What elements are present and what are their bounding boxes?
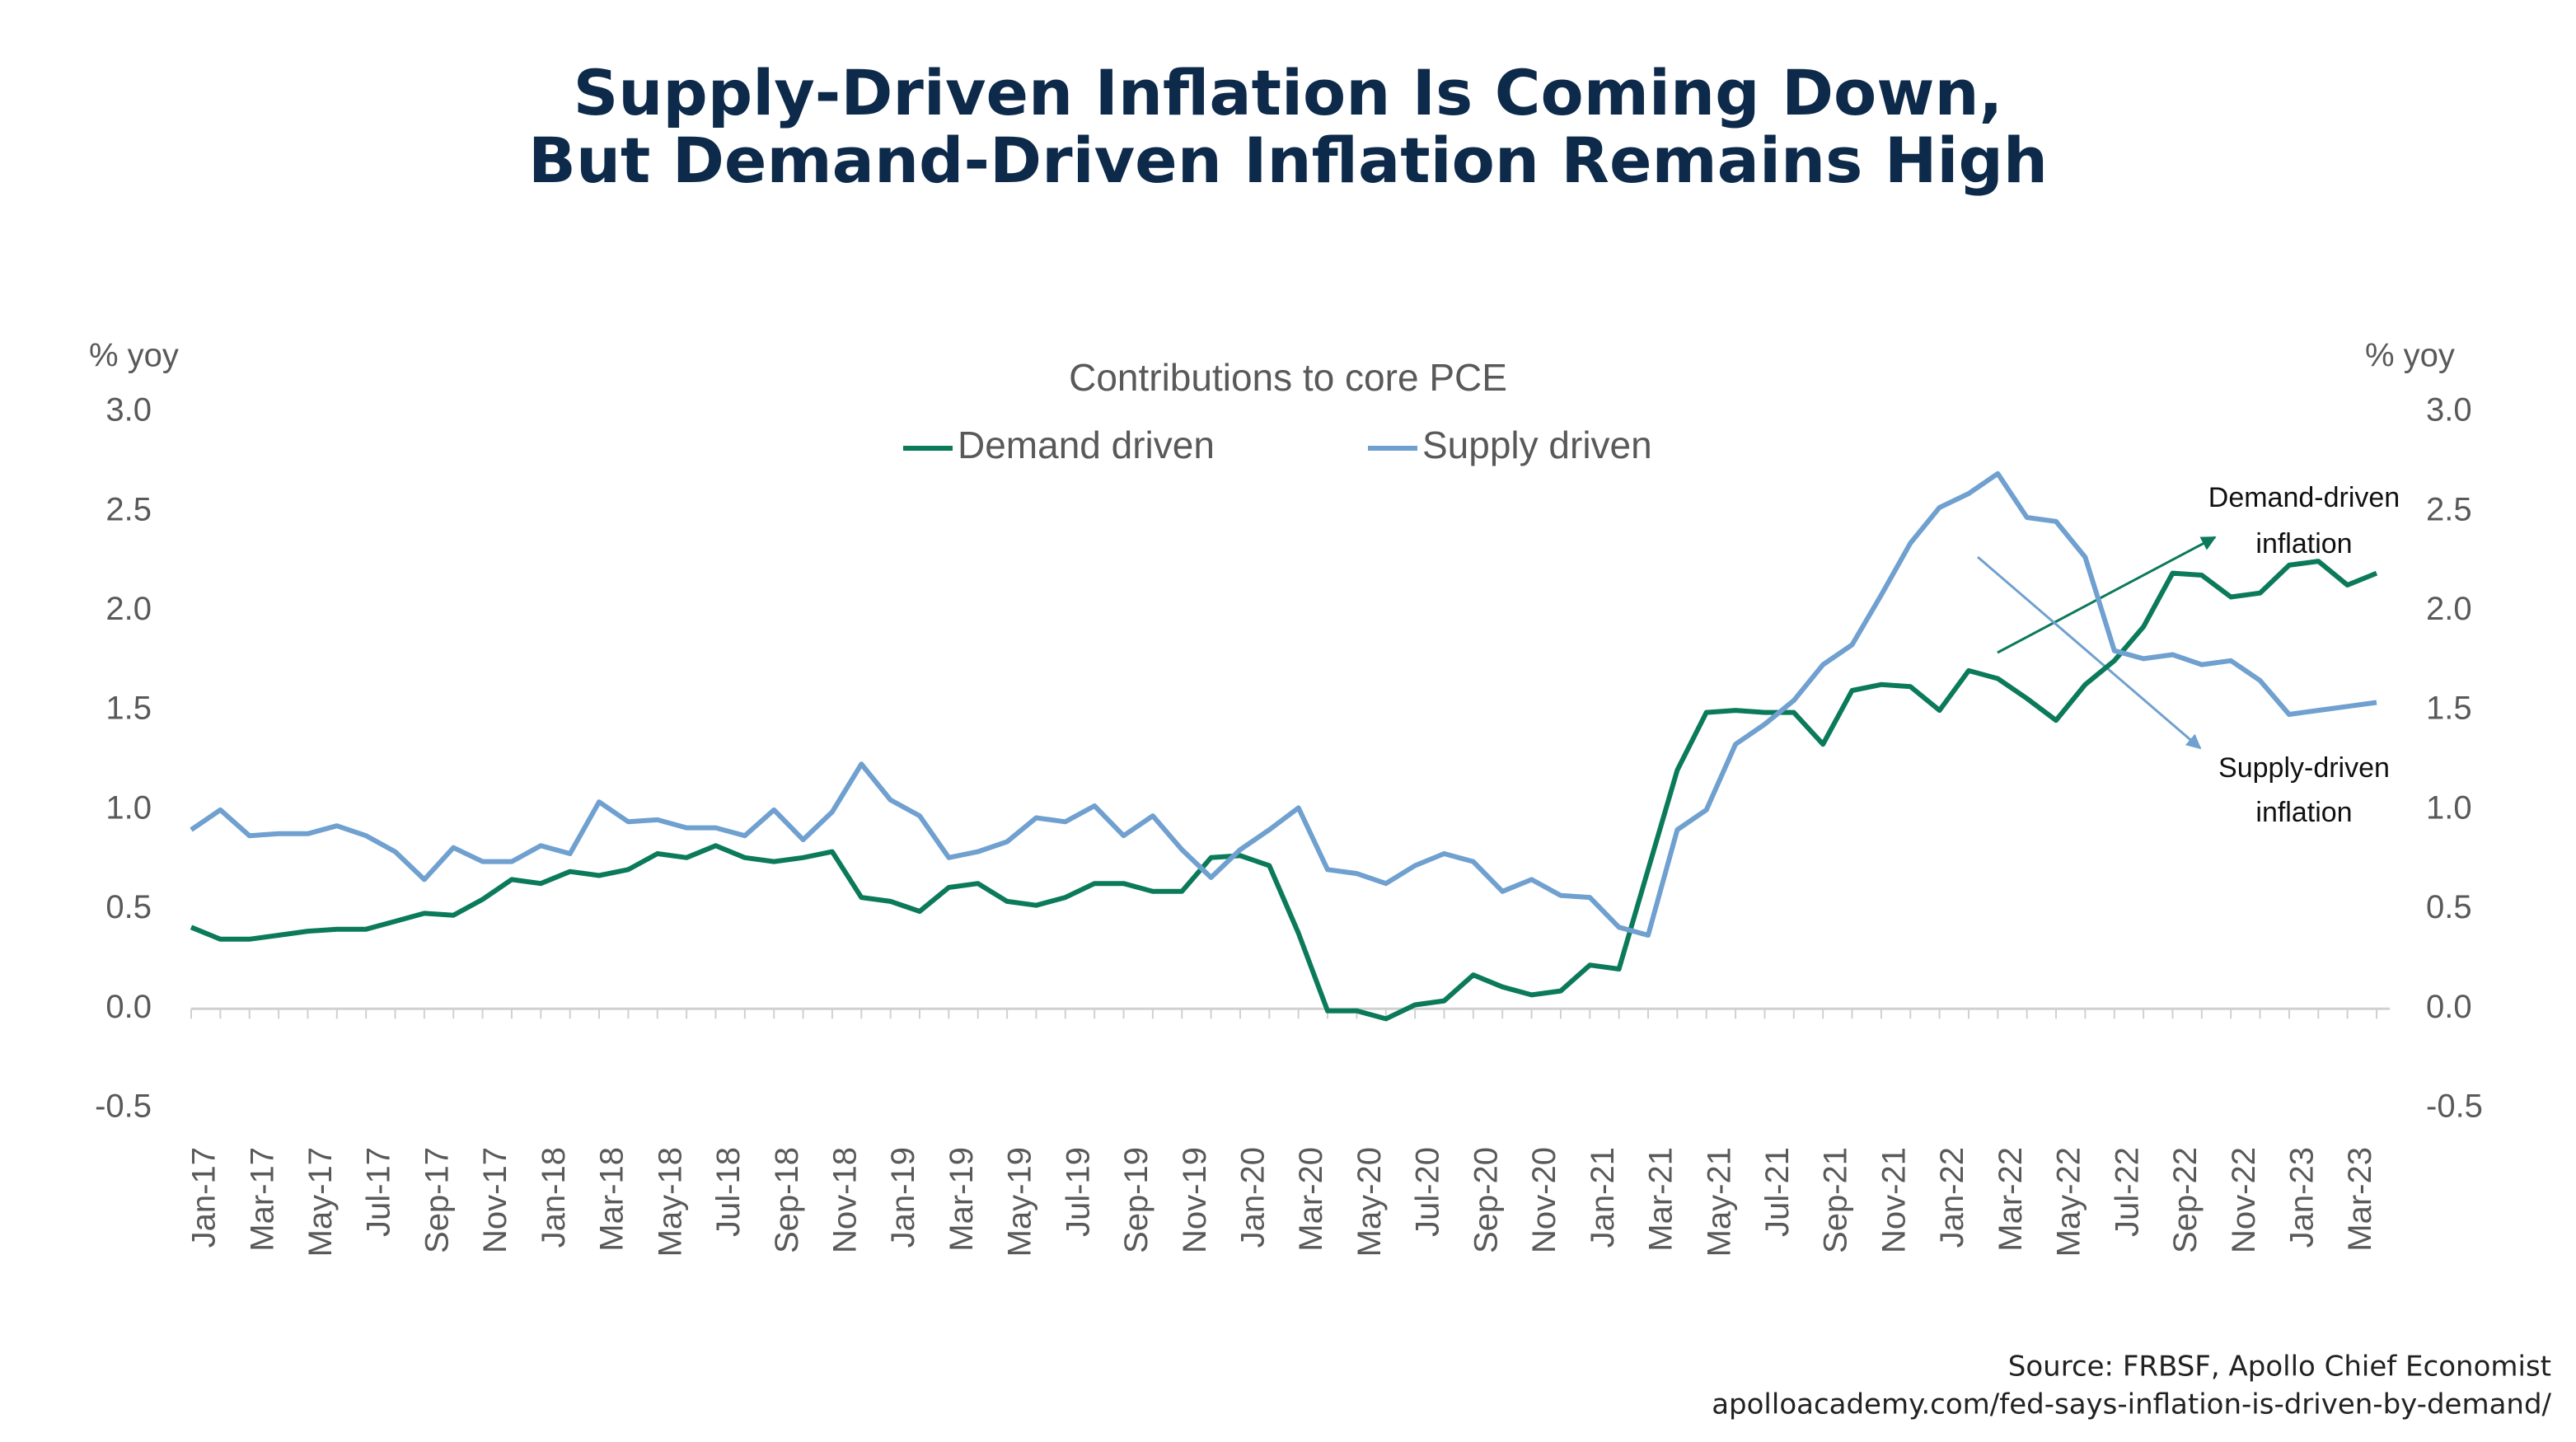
annotation: inflation [2255, 797, 2352, 828]
x-tick-label: Sep-22 [2167, 1147, 2204, 1253]
line-series [190, 559, 2378, 1022]
y-tick-label: 1.0 [105, 789, 152, 826]
x-tick-label: Jul-22 [2109, 1147, 2145, 1237]
chart-title: But Demand-Driven Inflation Remains High [528, 124, 2048, 197]
annotation-arrow [1997, 536, 2217, 654]
x-tick-label: Nov-18 [827, 1147, 863, 1253]
y-tick-label: 2.5 [105, 491, 152, 527]
chart-subtitle: Contributions to core PCE [1069, 356, 1507, 399]
x-tick-label: Sep-17 [419, 1147, 455, 1253]
y2-tick-label: 0.5 [2426, 889, 2472, 925]
y2-tick-label: 1.0 [2426, 789, 2472, 826]
y-tick-label: 0.0 [105, 989, 152, 1025]
y-axis-label: % yoy [89, 338, 179, 374]
x-tick-label: May-21 [1701, 1147, 1737, 1257]
y2-axis-label: % yoy [2365, 338, 2455, 374]
x-tick-label: Jul-18 [710, 1147, 747, 1237]
x-tick-label: Jan-19 [885, 1147, 921, 1248]
x-tick-label: Sep-21 [1818, 1147, 1854, 1253]
annotation: inflation [2255, 528, 2352, 559]
source: Source: FRBSF, Apollo Chief Economist [2008, 1351, 2551, 1383]
x-tick-label: Jan-20 [1235, 1147, 1272, 1248]
y2-tick-label: 1.5 [2426, 691, 2472, 727]
x-tick-label: Mar-21 [1643, 1147, 1679, 1252]
x-tick-label: Mar-22 [1993, 1147, 2029, 1252]
y2-tick-label: 2.0 [2426, 591, 2472, 627]
x-tick-label: Mar-20 [1293, 1147, 1329, 1252]
y2-tick-label: -0.5 [2426, 1089, 2483, 1125]
annotation: Demand-driven [2208, 482, 2400, 513]
x-tick-label: Jul-19 [1060, 1147, 1096, 1237]
x-tick-label: May-18 [652, 1147, 688, 1257]
y2-tick-label: 0.0 [2426, 989, 2472, 1025]
x-tick-label: Sep-18 [769, 1147, 805, 1253]
annotation: Supply-driven [2218, 752, 2390, 784]
annotation-arrow [1977, 555, 2202, 750]
y-tick-label: 3.0 [105, 392, 152, 428]
y-tick-label: -0.5 [95, 1089, 152, 1125]
x-tick-label: Jul-20 [1410, 1147, 1446, 1237]
y2-tick-label: 2.5 [2426, 491, 2472, 527]
x-tick-label: May-19 [1002, 1147, 1038, 1257]
legend-label: Supply driven [1422, 424, 1652, 466]
x-tick-label: Nov-17 [477, 1147, 513, 1253]
y-tick-label: 0.5 [105, 889, 152, 925]
line-series [190, 471, 2377, 938]
y2-tick-label: 3.0 [2426, 392, 2472, 428]
legend-label: Demand driven [958, 424, 1215, 466]
x-tick-label: Nov-20 [1526, 1147, 1562, 1253]
x-tick-label: Jan-17 [186, 1147, 222, 1248]
x-tick-label: Sep-20 [1468, 1147, 1504, 1253]
x-tick-label: Mar-17 [244, 1147, 280, 1252]
x-tick-label: Jan-21 [1585, 1147, 1621, 1248]
y-tick-label: 2.0 [105, 591, 152, 627]
x-tick-label: Jan-23 [2283, 1147, 2320, 1248]
x-tick-label: Jan-18 [536, 1147, 572, 1248]
x-tick-label: May-17 [302, 1147, 339, 1257]
x-tick-label: May-20 [1351, 1147, 1388, 1257]
x-tick-label: Jul-21 [1759, 1147, 1796, 1237]
x-tick-label: Mar-23 [2342, 1147, 2378, 1252]
x-tick-label: Nov-22 [2226, 1147, 2262, 1253]
x-tick-label: Mar-19 [944, 1147, 980, 1252]
chart-title: Supply-Driven Inflation Is Coming Down, [574, 56, 2003, 129]
x-tick-label: Sep-19 [1118, 1147, 1155, 1253]
x-tick-label: Jul-17 [361, 1147, 397, 1237]
y-tick-label: 1.5 [105, 691, 152, 727]
x-tick-label: Nov-21 [1876, 1147, 1912, 1253]
x-tick-label: Nov-19 [1177, 1147, 1213, 1253]
x-tick-label: Jan-22 [1934, 1147, 1970, 1248]
x-tick-label: Mar-18 [594, 1147, 630, 1252]
source-url: apolloacademy.com/fed-says-inflation-is-… [1712, 1388, 2551, 1421]
x-tick-label: May-22 [2051, 1147, 2087, 1257]
